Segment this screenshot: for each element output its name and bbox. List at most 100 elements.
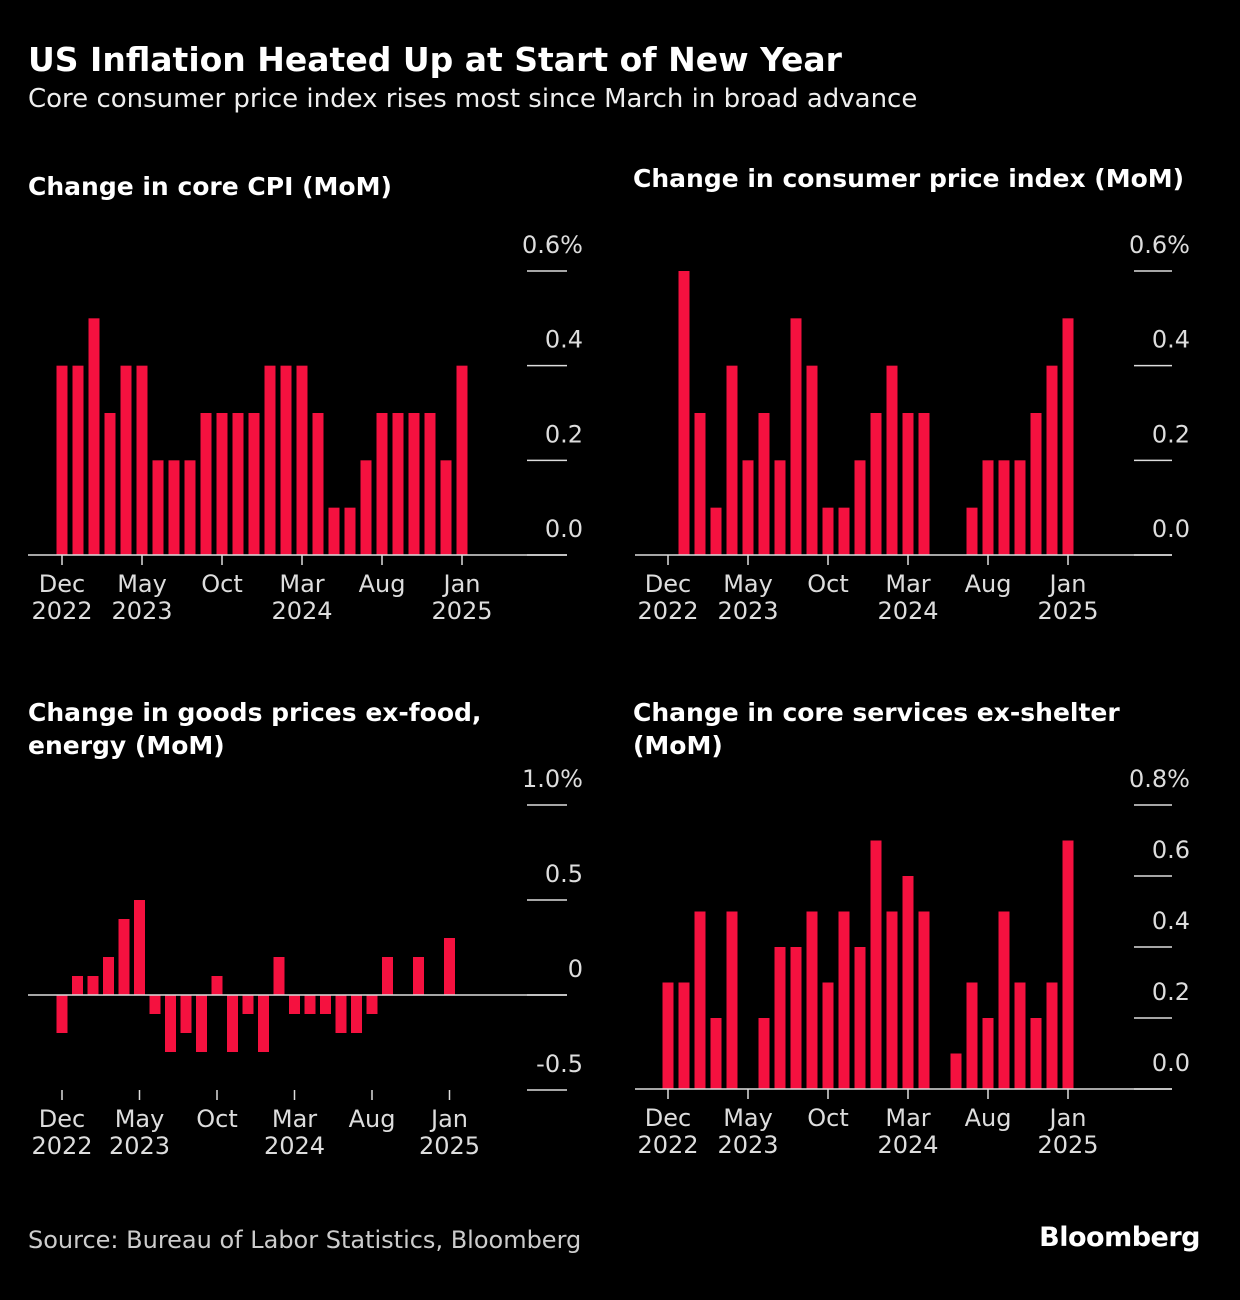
- bar: [950, 1053, 962, 1089]
- bar: [165, 995, 176, 1052]
- page-subtitle: Core consumer price index rises most sin…: [28, 84, 918, 114]
- bar: [822, 982, 834, 1089]
- y-tick-label: 0.2: [545, 420, 583, 448]
- bar: [320, 995, 331, 1014]
- bar: [360, 460, 372, 555]
- panel-title: Change in consumer price index (MoM): [633, 164, 1185, 193]
- panel-title: Change in core services ex-shelter (MoM): [633, 698, 1120, 760]
- y-tick-label: 0.8%: [1129, 765, 1190, 793]
- x-tick-label: Oct: [201, 570, 243, 598]
- bar: [180, 995, 192, 1033]
- x-tick-label: Dec 2022: [31, 1105, 92, 1160]
- bar: [982, 1018, 994, 1089]
- bar: [790, 318, 802, 555]
- x-tick-label: Dec 2022: [31, 570, 92, 625]
- bar: [184, 460, 196, 555]
- bar: [774, 947, 786, 1089]
- y-tick-label: 0.4: [1152, 326, 1190, 354]
- bar: [918, 413, 930, 555]
- bar: [344, 507, 356, 555]
- x-tick-label: Mar 2024: [877, 1104, 938, 1159]
- bar: [56, 995, 68, 1033]
- y-tick-label: 0.2: [1152, 978, 1190, 1006]
- bar: [72, 365, 84, 555]
- bar: [273, 957, 285, 995]
- x-tick-label: Oct: [196, 1105, 238, 1133]
- bar: [1014, 460, 1026, 555]
- bar: [662, 982, 674, 1089]
- bar: [382, 957, 393, 995]
- bar: [440, 460, 452, 555]
- bar: [289, 995, 300, 1014]
- bar: [87, 976, 99, 995]
- y-tick-label: 0.0: [1152, 1049, 1190, 1077]
- y-tick-label: 0.4: [1152, 907, 1190, 935]
- x-tick-label: Jan 2025: [419, 1105, 480, 1160]
- bar: [227, 995, 238, 1052]
- bar: [694, 413, 706, 555]
- bar: [328, 507, 340, 555]
- bar: [1046, 365, 1058, 555]
- bar: [710, 1018, 722, 1089]
- y-tick-label: 0.2: [1152, 420, 1190, 448]
- bar: [758, 413, 770, 555]
- bar: [1030, 1018, 1042, 1089]
- y-tick-label: -0.5: [536, 1050, 583, 1078]
- x-tick-label: Aug: [965, 1104, 1012, 1132]
- bar: [998, 460, 1010, 555]
- bar: [444, 938, 455, 995]
- brand-logo: Bloomberg: [1039, 1222, 1200, 1253]
- bar: [902, 876, 914, 1089]
- x-tick-label: May 2023: [717, 570, 778, 625]
- bar: [304, 995, 316, 1014]
- bar: [806, 911, 818, 1089]
- bar: [232, 413, 244, 555]
- bar: [1030, 413, 1042, 555]
- bar: [335, 995, 347, 1033]
- x-tick-label: Jan 2025: [1037, 570, 1098, 625]
- x-tick-label: Jan 2025: [1037, 1104, 1098, 1159]
- x-tick-label: Aug: [359, 570, 406, 598]
- bar: [168, 460, 180, 555]
- bar: [678, 271, 690, 555]
- bar: [200, 413, 212, 555]
- bar: [196, 995, 207, 1052]
- bar: [966, 982, 978, 1089]
- bar: [806, 365, 818, 555]
- bar: [694, 911, 706, 1089]
- bar: [982, 460, 994, 555]
- bar: [88, 318, 100, 555]
- bar: [1062, 318, 1074, 555]
- bar: [854, 460, 866, 555]
- x-tick-label: Aug: [965, 570, 1012, 598]
- y-tick-label: 0.0: [1152, 515, 1190, 543]
- bar: [886, 365, 898, 555]
- bar: [998, 911, 1010, 1089]
- bar: [726, 365, 738, 555]
- bar: [408, 413, 420, 555]
- bar: [312, 413, 324, 555]
- bar: [242, 995, 254, 1014]
- x-tick-label: May 2023: [717, 1104, 778, 1159]
- bar: [774, 460, 786, 555]
- y-tick-label: 0.6%: [522, 231, 583, 259]
- bar: [72, 976, 83, 995]
- bar: [149, 995, 161, 1014]
- source-note: Source: Bureau of Labor Statistics, Bloo…: [28, 1226, 582, 1254]
- bar: [710, 507, 722, 555]
- bar: [104, 413, 116, 555]
- bar: [258, 995, 269, 1052]
- bar: [248, 413, 260, 555]
- y-tick-label: 1.0%: [522, 765, 583, 793]
- page-title: US Inflation Heated Up at Start of New Y…: [28, 40, 842, 79]
- x-tick-label: Dec 2022: [637, 1104, 698, 1159]
- x-tick-label: May 2023: [109, 1105, 170, 1160]
- bar: [392, 413, 404, 555]
- bar: [838, 507, 850, 555]
- y-tick-label: 0.5: [545, 860, 583, 888]
- bar: [854, 947, 866, 1089]
- bar: [870, 413, 882, 555]
- panel-title: Change in core CPI (MoM): [28, 172, 392, 201]
